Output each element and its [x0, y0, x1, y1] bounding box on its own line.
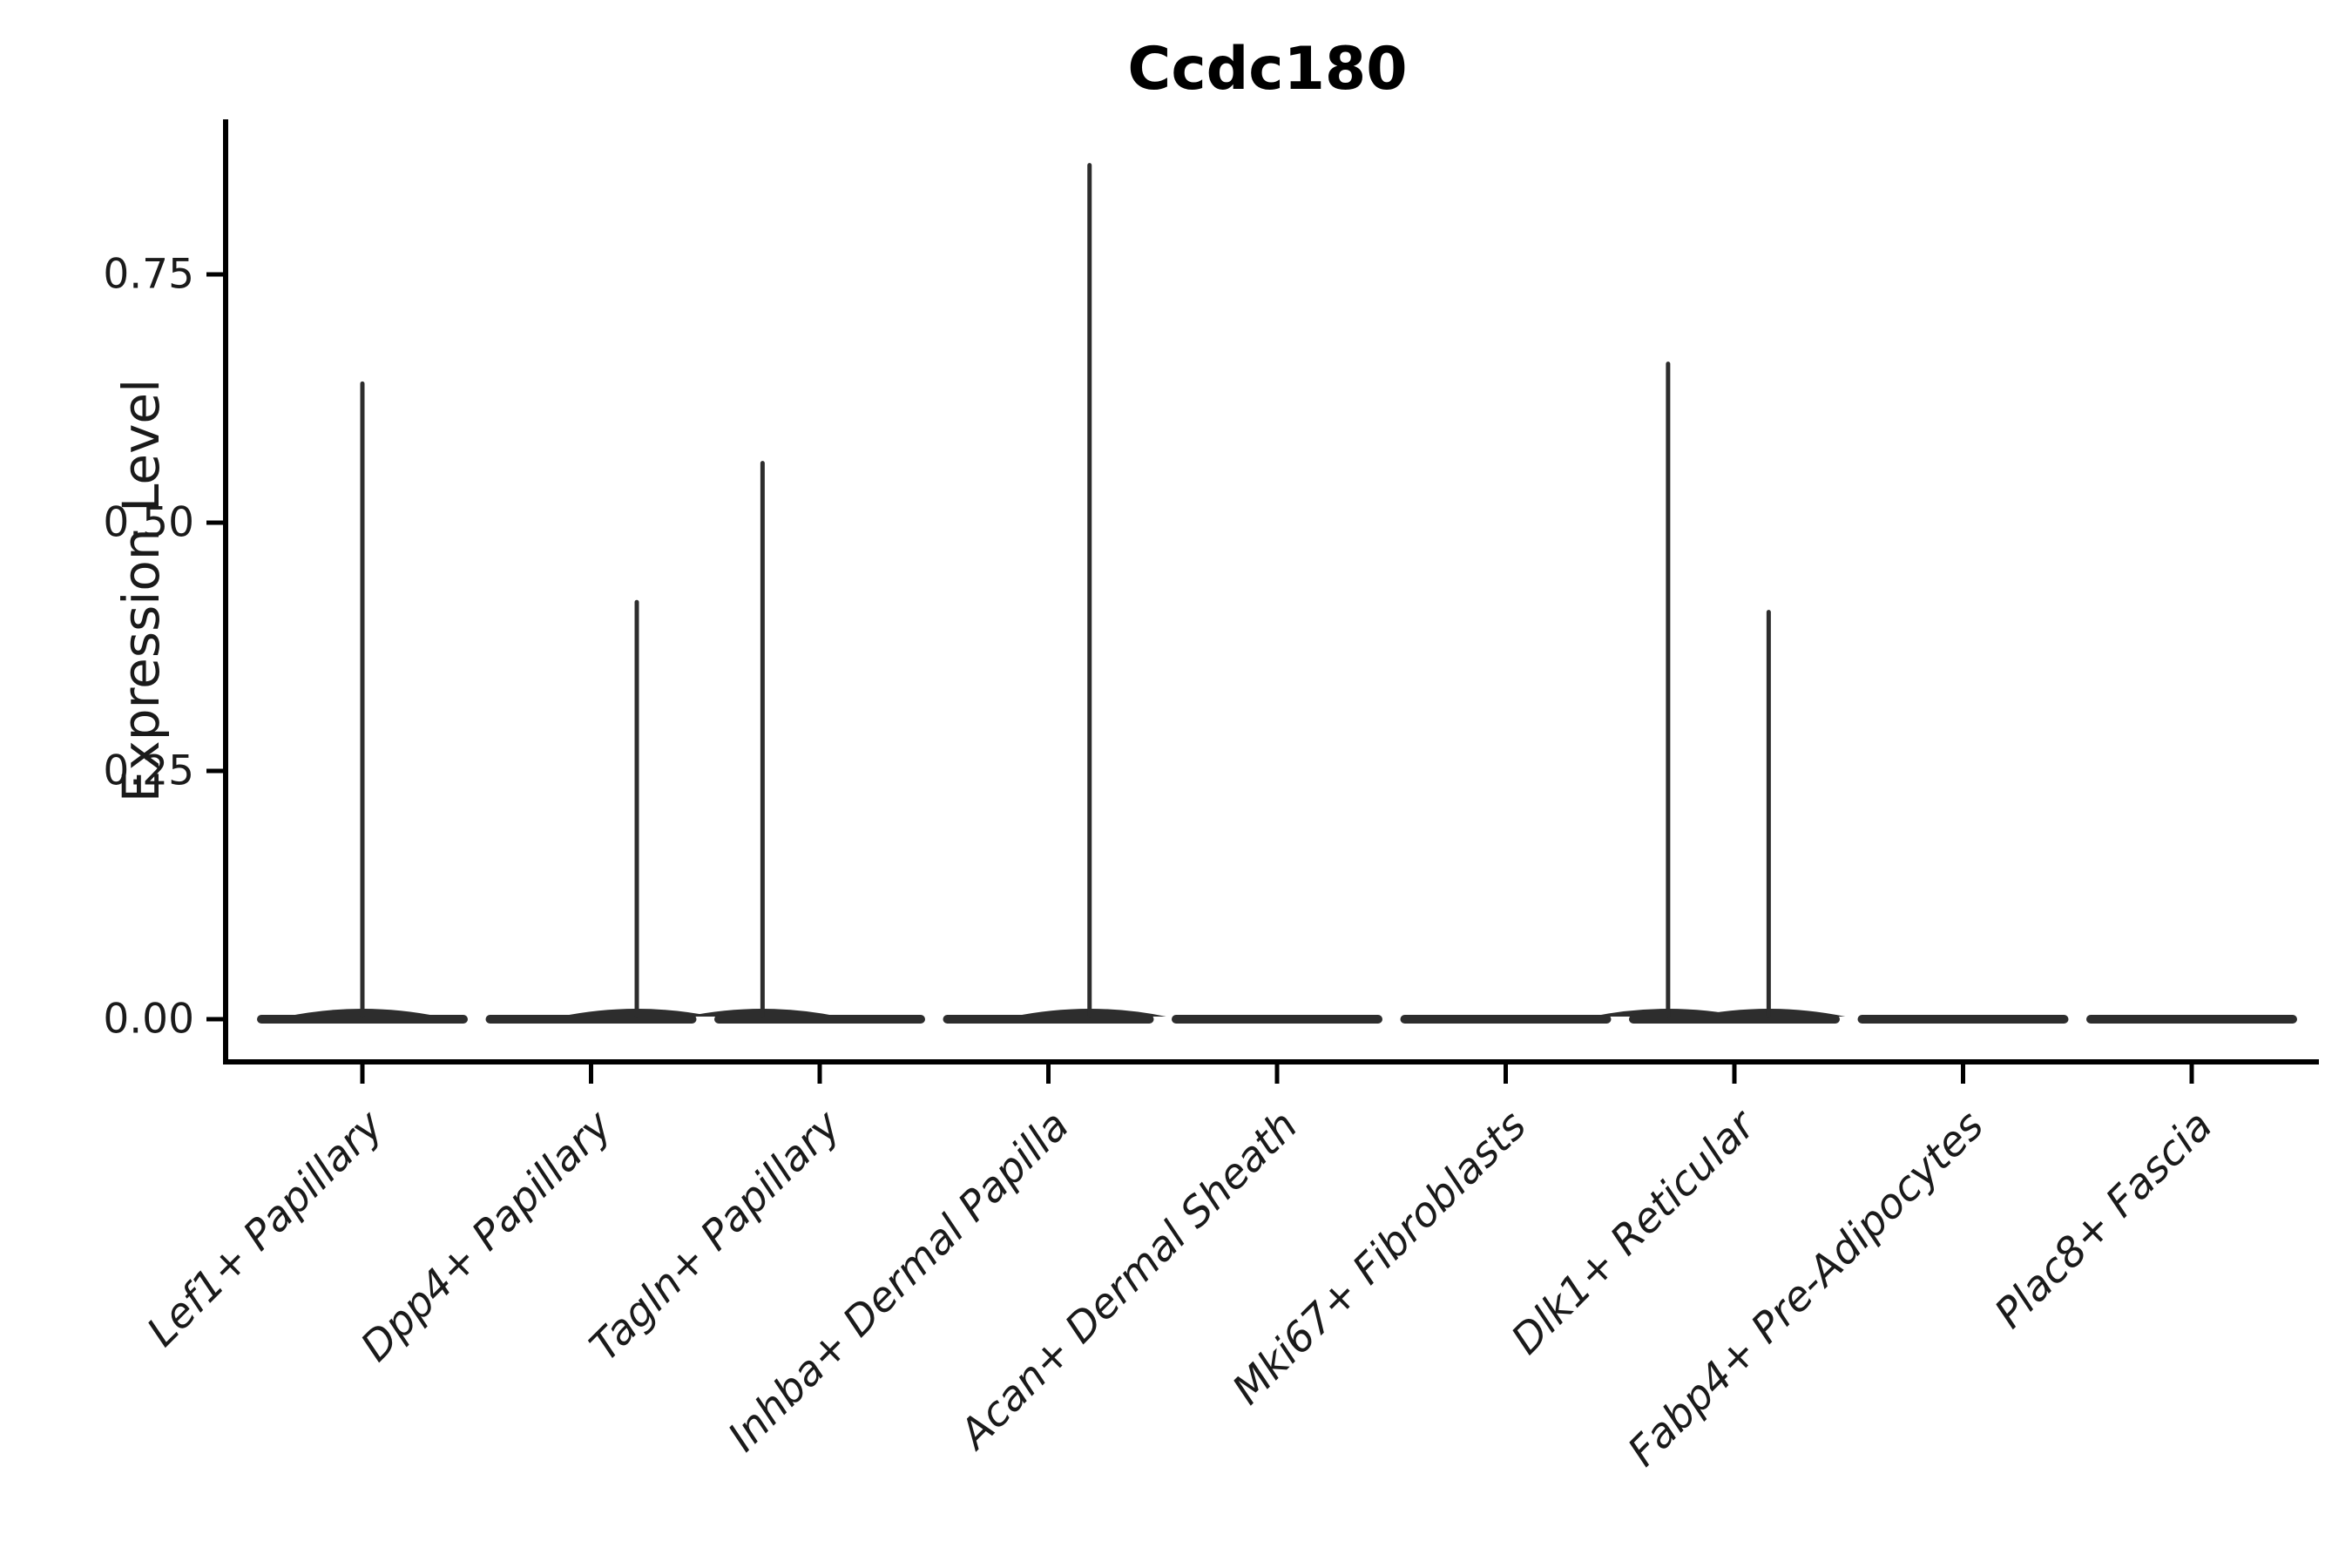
violin-body [257, 1015, 468, 1024]
y-tick-label: 0.00 [103, 996, 194, 1044]
x-tick-label: Plac8+ Fascia [1985, 1102, 2221, 1338]
violin-3 [686, 461, 925, 1024]
violin-9 [2086, 1015, 2297, 1024]
violin-1 [257, 381, 468, 1024]
violin-body [714, 1015, 925, 1024]
axes [206, 119, 2319, 1084]
x-tick-label: Dpp4+ Papillary [352, 1101, 622, 1371]
violin-body [1629, 1015, 1840, 1024]
violin-5 [1172, 1015, 1382, 1024]
violin-body [1172, 1015, 1382, 1024]
x-tick-label: Lef1+ Papillary [138, 1101, 393, 1356]
y-axis-label: Expression Level [112, 379, 171, 802]
violin-8 [1857, 1015, 2069, 1024]
y-tick-label: 0.50 [103, 499, 194, 547]
x-tick-label: Dlk1+ Reticular [1503, 1100, 1767, 1364]
chart-title: Ccdc180 [1127, 35, 1407, 104]
violin-body [485, 1015, 697, 1024]
y-tick-label: 0.25 [103, 747, 194, 795]
violin-body [1857, 1015, 2069, 1024]
violin-body [943, 1015, 1154, 1024]
x-tick-label: Tagln+ Papillary [581, 1101, 851, 1371]
violin-body [1400, 1015, 1612, 1024]
violin-body [2086, 1015, 2297, 1024]
y-tick-label: 0.75 [103, 251, 194, 299]
y-tick-labels: 0.00 0.25 0.50 0.75 [103, 251, 194, 1044]
violin-7 [1591, 362, 1846, 1024]
violin-6 [1400, 1015, 1612, 1024]
violin-2 [485, 599, 713, 1024]
violins [257, 163, 2297, 1024]
violin-4 [943, 163, 1166, 1024]
